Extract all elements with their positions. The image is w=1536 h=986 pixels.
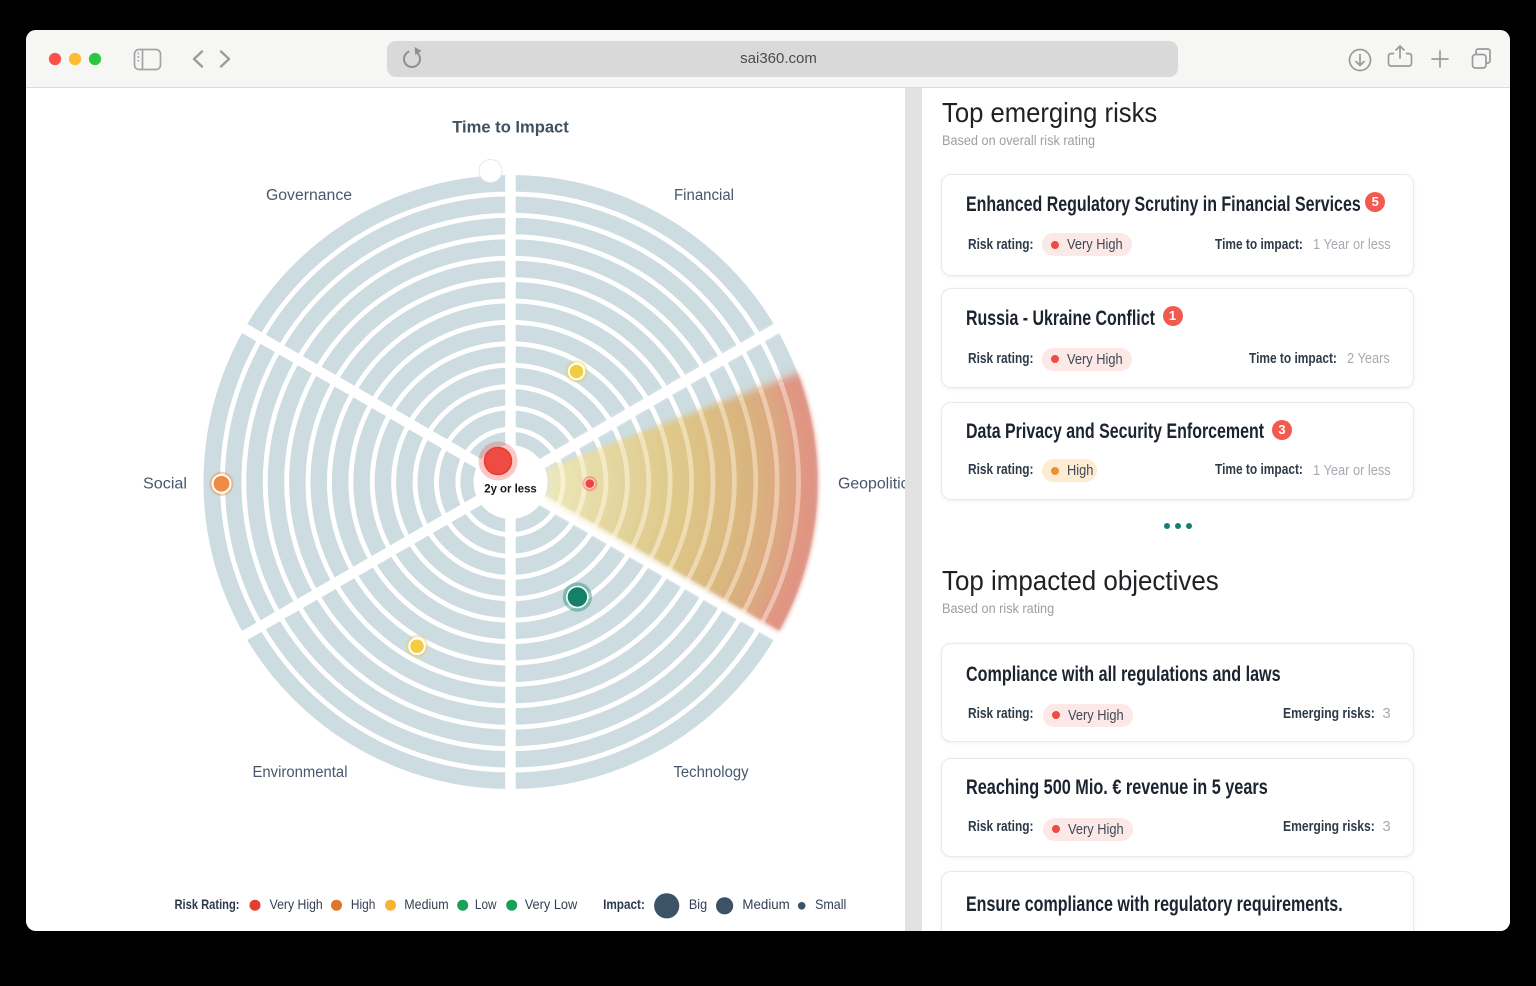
svg-text:Medium: Medium [742, 896, 789, 912]
svg-text:Small: Small [815, 896, 846, 912]
svg-text:Medium: Medium [404, 896, 448, 912]
svg-text:Social: Social [143, 475, 187, 492]
svg-text:Geopolitical: Geopolitical [838, 475, 905, 492]
svg-text:Impact:: Impact: [603, 896, 645, 912]
svg-text:Environmental: Environmental [253, 764, 348, 781]
svg-text:Risk Rating:: Risk Rating: [175, 896, 240, 912]
svg-text:Time to Impact: Time to Impact [452, 118, 569, 137]
svg-text:Financial: Financial [674, 187, 734, 204]
svg-text:Low: Low [475, 896, 497, 912]
svg-text:Big: Big [689, 896, 707, 912]
svg-text:2y or less: 2y or less [484, 483, 537, 495]
svg-text:Technology: Technology [674, 764, 749, 781]
svg-text:Very High: Very High [270, 896, 323, 912]
svg-text:Governance: Governance [266, 187, 352, 204]
svg-text:High: High [351, 896, 375, 912]
svg-text:Very Low: Very Low [525, 896, 578, 912]
